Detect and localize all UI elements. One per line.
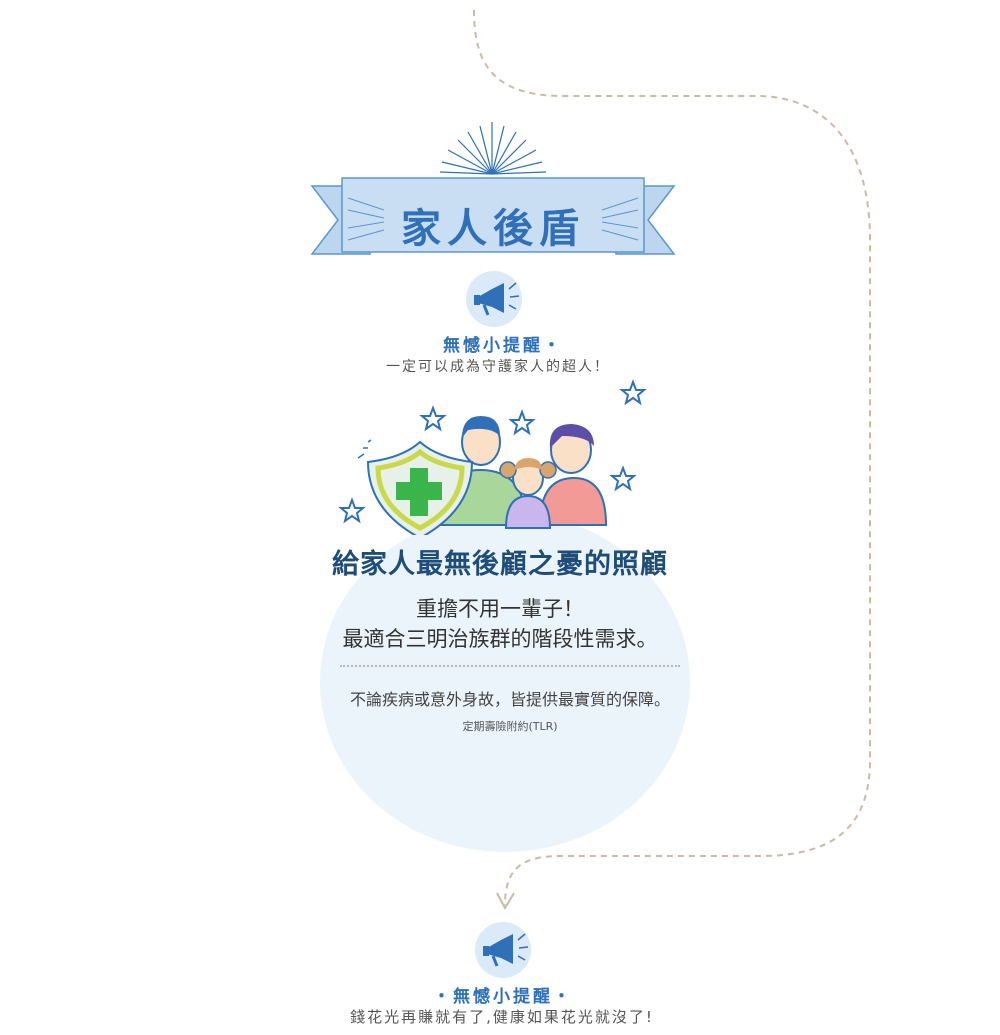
sunburst-decoration (310, 122, 676, 255)
family-illustration (338, 379, 647, 535)
megaphone-icon (475, 922, 531, 978)
headline: 給家人最無後顧之憂的照顧 (332, 549, 668, 580)
product-name: 定期壽險附約(TLR) (462, 720, 558, 733)
section-banner: 家人後盾 (308, 118, 678, 268)
shield-cross-icon (366, 440, 474, 535)
content-circle-background (320, 512, 690, 852)
body-text: 不論疾病或意外身故，皆提供最實質的保障。 (349, 690, 670, 709)
subheadline-line-2: 最適合三明治族群的階段性需求。 (342, 627, 658, 651)
dotted-divider (340, 665, 680, 667)
section-title: 家人後盾 (401, 206, 585, 252)
reminder-text-bottom: 錢花光再賺就有了,健康如果花光就沒了! (350, 1008, 654, 1026)
star-doodle-icon (338, 379, 647, 524)
reminder-title: 無憾小提醒・ (443, 336, 563, 356)
ribbon-banner (310, 177, 676, 255)
reminder-text: 一定可以成為守護家人的超人！ (386, 359, 610, 375)
megaphone-icon (466, 271, 522, 327)
arrow-head-icon (496, 892, 515, 911)
reminder-title-bottom: ・無憾小提醒・ (433, 987, 573, 1007)
subheadline-line-1: 重擔不用一輩子！ (416, 597, 584, 621)
